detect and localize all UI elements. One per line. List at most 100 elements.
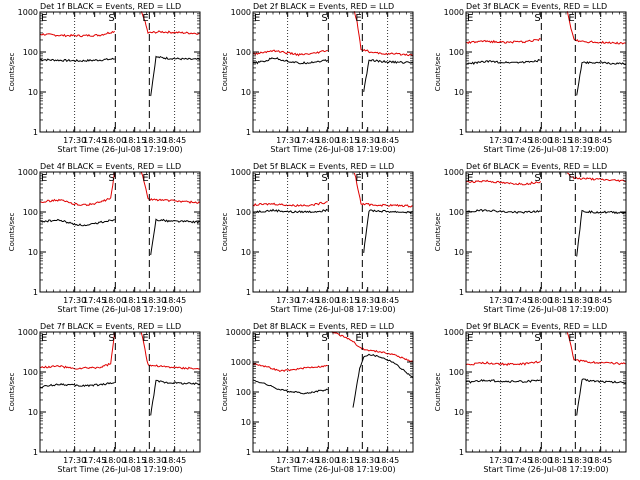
x-tick-label: 18:30 <box>569 296 592 305</box>
y-tick-label: 1 <box>33 288 38 297</box>
marker-label-e: E <box>142 13 148 24</box>
marker-label-s: S <box>534 173 540 184</box>
marker-label-e: E <box>142 333 148 344</box>
y-tick-label: 10 <box>28 408 38 417</box>
y-tick-label: 1000 <box>231 8 251 17</box>
x-tick-label: 17:30 <box>276 296 299 305</box>
series-lld-3 <box>353 172 414 208</box>
y-tick-label: 1000 <box>231 358 251 367</box>
corner-label: E <box>41 333 47 344</box>
panel-1: Det 1f BLACK = Events, RED = LLD S E E 1 10 10… <box>8 2 201 154</box>
x-tick-label: 18:00 <box>529 456 552 465</box>
y-tick-label: 100 <box>236 208 251 217</box>
y-axis-label: Counts/sec <box>221 373 229 412</box>
x-tick-label: 17:45 <box>509 456 532 465</box>
series-events-2 <box>150 379 201 416</box>
panel-8: Det 8f BLACK = Events, RED = LLD S E E 1 10 10… <box>221 322 414 474</box>
plot-frame <box>39 171 201 293</box>
y-axis-label: Counts/sec <box>434 213 442 252</box>
series-lld-1 <box>39 331 116 370</box>
x-tick-label: 18:45 <box>163 456 186 465</box>
y-tick-label: 10 <box>241 418 251 427</box>
series-lld-3 <box>140 11 201 35</box>
x-tick-label: 18:30 <box>143 456 166 465</box>
series-events-2 <box>576 209 627 257</box>
marker-label-e: E <box>355 13 361 24</box>
x-tick-label: 18:15 <box>336 456 359 465</box>
series-events-0 <box>465 209 541 214</box>
x-tick-label: 18:15 <box>336 136 359 145</box>
series-events-0 <box>252 208 328 214</box>
y-axis-label: Counts/sec <box>434 373 442 412</box>
panel-title: Det 8f BLACK = Events, RED = LLD <box>253 322 394 331</box>
x-axis-label: Start Time (26-Jul-08 17:19:00) <box>57 305 182 314</box>
series-events-2 <box>363 59 414 92</box>
series-lld-1 <box>252 49 328 57</box>
y-axis-label: Counts/sec <box>8 53 16 92</box>
y-tick-label: 100 <box>449 48 464 57</box>
x-axis-label: Start Time (26-Jul-08 17:19:00) <box>270 305 395 314</box>
series-events-2 <box>576 61 627 96</box>
panel-title: Det 5f BLACK = Events, RED = LLD <box>253 162 394 171</box>
x-tick-label: 17:45 <box>296 296 319 305</box>
y-axis-label: Counts/sec <box>8 373 16 412</box>
series-events-0 <box>39 57 115 63</box>
series-events-0 <box>252 379 328 395</box>
y-tick-label: 100 <box>23 48 38 57</box>
x-tick-label: 18:30 <box>356 136 379 145</box>
corner-label: E <box>254 173 260 184</box>
series-lld-3 <box>566 11 627 45</box>
x-tick-label: 17:45 <box>509 296 532 305</box>
y-axis-label: Counts/sec <box>8 213 16 252</box>
marker-label-e: E <box>568 333 574 344</box>
y-tick-label: 10 <box>454 88 464 97</box>
marker-label-s: S <box>108 13 114 24</box>
x-tick-label: 17:30 <box>489 456 512 465</box>
plot-frame <box>465 11 627 133</box>
series-events-0 <box>465 379 541 384</box>
y-tick-label: 1 <box>246 448 251 457</box>
panel-title: Det 9f BLACK = Events, RED = LLD <box>466 322 607 331</box>
y-tick-label: 100 <box>23 368 38 377</box>
series-events-0 <box>252 57 329 65</box>
series-events-0 <box>465 58 541 65</box>
y-tick-label: 1000 <box>444 168 464 177</box>
marker-label-s: S <box>534 333 540 344</box>
x-tick-label: 18:45 <box>589 296 612 305</box>
plot-frame <box>39 11 201 133</box>
y-tick-label: 100 <box>449 208 464 217</box>
corner-label: E <box>254 13 260 24</box>
x-tick-label: 18:45 <box>589 136 612 145</box>
marker-label-s: S <box>108 173 114 184</box>
y-tick-label: 1 <box>459 448 464 457</box>
panel-title: Det 4f BLACK = Events, RED = LLD <box>40 162 181 171</box>
panel-4: Det 4f BLACK = Events, RED = LLD S E E 1 10 10… <box>8 162 201 314</box>
panel-5: Det 5f BLACK = Events, RED = LLD S E E 1 10 10… <box>221 162 414 314</box>
y-axis-label: Counts/sec <box>221 53 229 92</box>
y-tick-label: 1 <box>33 448 38 457</box>
x-axis-label: Start Time (26-Jul-08 17:19:00) <box>270 465 395 474</box>
panel-6: Det 6f BLACK = Events, RED = LLD S E E 1 10 10… <box>434 162 627 314</box>
x-tick-label: 18:30 <box>356 456 379 465</box>
y-tick-label: 1000 <box>444 328 464 337</box>
series-lld-3 <box>567 172 627 183</box>
y-tick-label: 1 <box>246 128 251 137</box>
x-tick-label: 18:15 <box>123 296 146 305</box>
y-axis-label: Counts/sec <box>221 213 229 252</box>
y-tick-label: 10 <box>28 248 38 257</box>
marker-label-s: S <box>321 173 327 184</box>
y-tick-label: 10 <box>454 248 464 257</box>
marker-label-e: E <box>355 333 361 344</box>
panel-title: Det 3f BLACK = Events, RED = LLD <box>466 2 607 11</box>
marker-label-s: S <box>321 333 327 344</box>
panel-7: Det 7f BLACK = Events, RED = LLD S E E 1 10 10… <box>8 322 201 474</box>
x-axis-label: Start Time (26-Jul-08 17:19:00) <box>483 305 608 314</box>
marker-label-s: S <box>321 13 327 24</box>
x-tick-label: 18:00 <box>316 456 339 465</box>
x-tick-label: 17:45 <box>83 136 106 145</box>
marker-label-e: E <box>142 173 148 184</box>
y-tick-label: 1 <box>33 128 38 137</box>
y-tick-label: 10 <box>28 88 38 97</box>
panel-title: Det 7f BLACK = Events, RED = LLD <box>40 322 181 331</box>
x-tick-label: 18:45 <box>376 456 399 465</box>
